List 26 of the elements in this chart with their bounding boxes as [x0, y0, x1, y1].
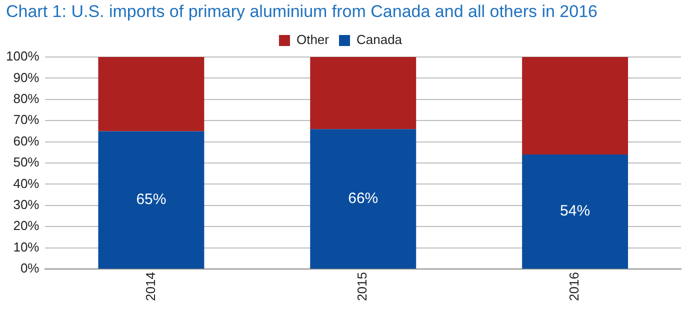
data-label: 66%: [348, 190, 378, 207]
y-tick-label: 90%: [13, 70, 40, 85]
bar: [310, 129, 416, 269]
y-tick-label: 70%: [13, 112, 40, 128]
bar: [98, 131, 204, 269]
data-label: 54%: [560, 202, 590, 220]
legend-label: Canada: [356, 32, 403, 48]
y-tick-label: 60%: [13, 133, 40, 148]
y-tick-label: 100%: [6, 48, 40, 64]
x-tick-label: 2016: [566, 272, 582, 301]
bar: [522, 57, 628, 155]
legend-label: Other: [296, 32, 330, 48]
y-tick-label: 20%: [13, 218, 40, 234]
bar: [522, 154, 628, 269]
y-tick-label: 10%: [13, 239, 40, 254]
bar: [98, 57, 204, 132]
data-label: 65%: [136, 191, 166, 208]
bar: [310, 57, 416, 130]
chart-title: Chart 1: U.S. imports of primary aluminium from Canada and all others in 2016: [6, 2, 598, 22]
y-tick-label: 80%: [13, 90, 40, 106]
x-tick-label: 2014: [142, 272, 158, 301]
y-tick-label: 50%: [13, 154, 40, 170]
y-tick-label: 40%: [13, 176, 40, 191]
x-tick-label: 2015: [354, 272, 370, 301]
y-tick-label: 0%: [20, 260, 40, 276]
y-tick-label: 30%: [13, 197, 40, 212]
